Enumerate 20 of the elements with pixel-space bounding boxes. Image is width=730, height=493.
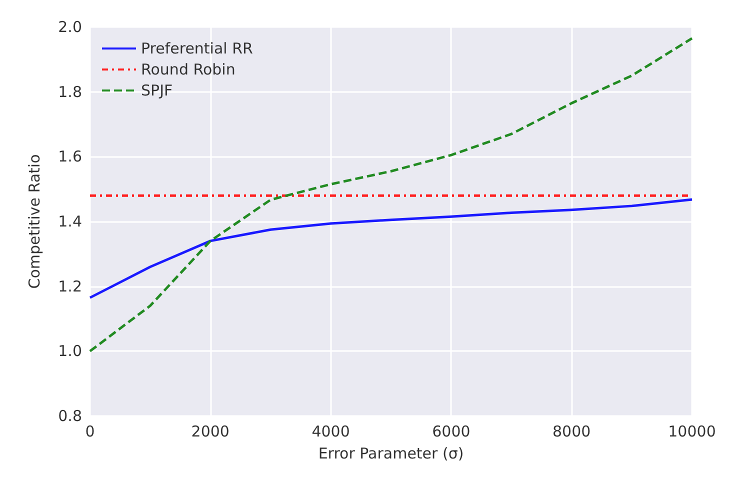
x-tick-label: 6000 [432,422,470,440]
x-tick-label: 4000 [312,422,350,440]
y-tick-label: 1.4 [58,212,82,230]
y-tick-label: 1.8 [58,82,82,101]
x-tick-label: 0 [85,422,95,440]
line-series [88,37,694,352]
y-tick-label: 2.0 [58,18,82,36]
legend-label: SPJF [141,82,173,100]
x-tick-label: 2000 [191,422,230,440]
x-tick-label: 10000 [668,422,716,440]
line-series [88,198,694,299]
y-tick-label: 1.2 [58,277,82,296]
x-axis-title: Error Parameter (σ) [318,444,464,462]
y-tick-label: 0.8 [58,407,82,425]
y-tick-label: 1.6 [58,148,82,166]
y-axis-title: Competitive Ratio [26,154,44,289]
legend-label: Preferential RR [141,40,253,58]
legend-label: Round Robin [141,60,236,78]
x-tick-label: 8000 [552,422,591,440]
y-tick-label: 1.0 [58,342,82,360]
